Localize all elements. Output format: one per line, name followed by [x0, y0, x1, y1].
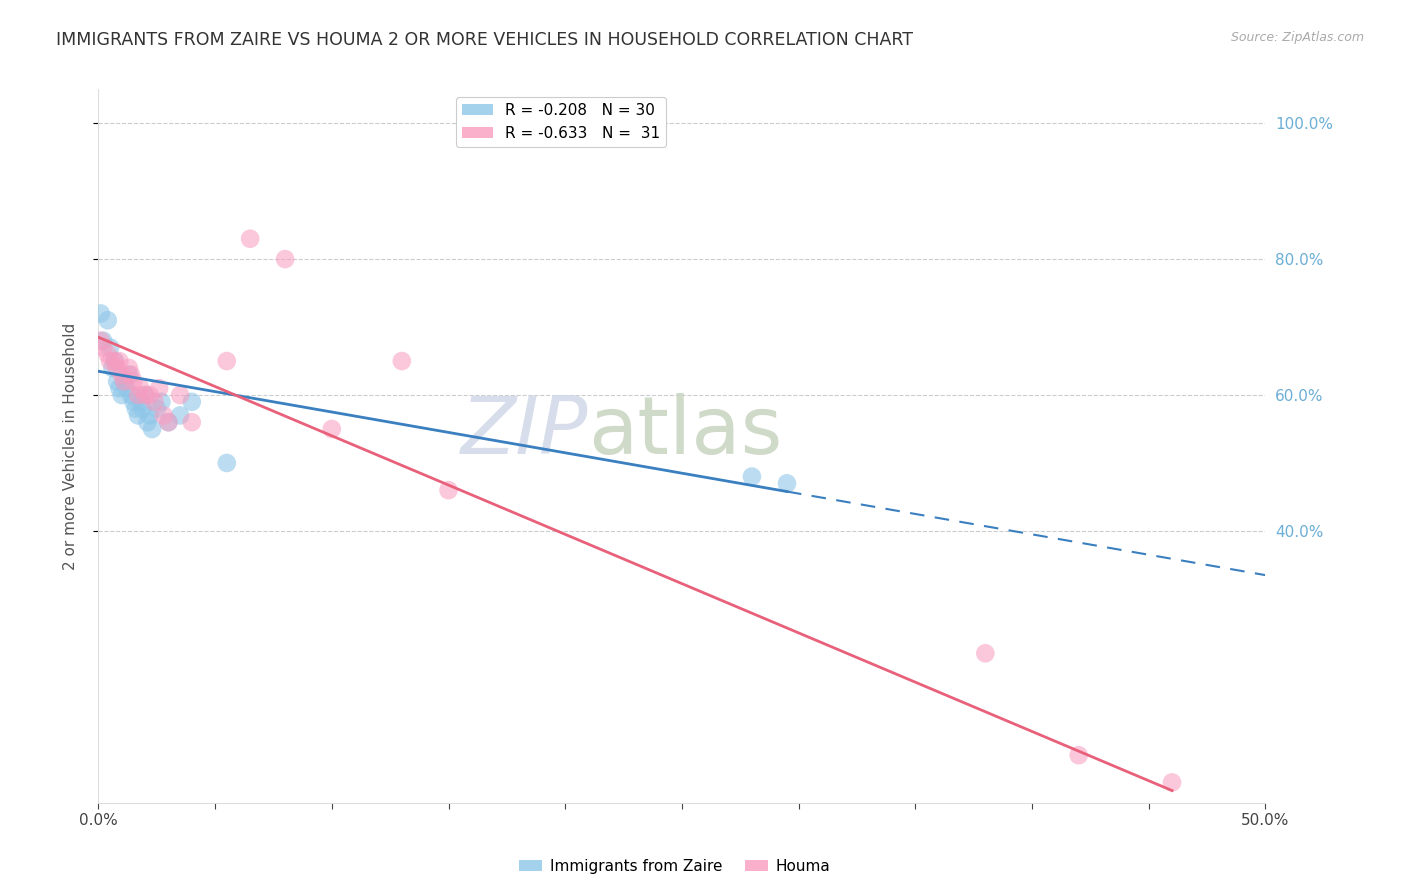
- Point: [98, 354, 121, 368]
- Point: [139, 388, 162, 402]
- Point: [98, 341, 121, 355]
- Point: [104, 354, 127, 368]
- Point: [118, 368, 141, 382]
- Point: [97, 313, 120, 327]
- Point: [169, 388, 191, 402]
- Point: [108, 354, 131, 368]
- Point: [111, 388, 134, 402]
- Point: [120, 388, 142, 402]
- Text: ZIP: ZIP: [461, 392, 589, 471]
- Point: [152, 409, 174, 423]
- Point: [104, 354, 127, 368]
- Point: [239, 232, 262, 246]
- Legend: Immigrants from Zaire, Houma: Immigrants from Zaire, Houma: [513, 853, 837, 880]
- Point: [112, 375, 135, 389]
- Point: [215, 354, 238, 368]
- Point: [169, 409, 191, 423]
- Y-axis label: 2 or more Vehicles in Household: 2 or more Vehicles in Household: [63, 322, 77, 570]
- Point: [180, 394, 202, 409]
- Point: [97, 347, 120, 361]
- Point: [112, 375, 135, 389]
- Point: [776, 476, 799, 491]
- Point: [141, 422, 163, 436]
- Point: [111, 368, 134, 382]
- Point: [143, 394, 166, 409]
- Text: IMMIGRANTS FROM ZAIRE VS HOUMA 2 OR MORE VEHICLES IN HOUSEHOLD CORRELATION CHART: IMMIGRANTS FROM ZAIRE VS HOUMA 2 OR MORE…: [56, 31, 914, 49]
- Point: [125, 401, 148, 416]
- Point: [91, 334, 114, 348]
- Point: [90, 334, 112, 348]
- Point: [90, 306, 112, 320]
- Point: [1067, 748, 1090, 763]
- Point: [134, 388, 156, 402]
- Text: atlas: atlas: [589, 392, 783, 471]
- Point: [274, 252, 297, 266]
- Point: [437, 483, 460, 498]
- Point: [148, 381, 170, 395]
- Point: [129, 381, 152, 395]
- Point: [150, 394, 173, 409]
- Point: [127, 409, 149, 423]
- Point: [120, 368, 142, 382]
- Point: [101, 360, 124, 375]
- Point: [122, 375, 145, 389]
- Point: [115, 381, 138, 395]
- Point: [146, 401, 169, 416]
- Point: [180, 415, 202, 429]
- Point: [122, 394, 145, 409]
- Point: [132, 401, 155, 416]
- Point: [321, 422, 343, 436]
- Point: [91, 341, 114, 355]
- Point: [974, 646, 997, 660]
- Point: [157, 415, 180, 429]
- Legend: R = -0.208   N = 30, R = -0.633   N =  31: R = -0.208 N = 30, R = -0.633 N = 31: [456, 97, 666, 146]
- Point: [105, 375, 128, 389]
- Point: [215, 456, 238, 470]
- Point: [741, 469, 763, 483]
- Point: [108, 381, 131, 395]
- Point: [129, 394, 152, 409]
- Point: [127, 388, 149, 402]
- Point: [134, 388, 156, 402]
- Text: Source: ZipAtlas.com: Source: ZipAtlas.com: [1230, 31, 1364, 45]
- Point: [391, 354, 413, 368]
- Point: [139, 409, 162, 423]
- Point: [136, 415, 159, 429]
- Point: [157, 415, 180, 429]
- Point: [118, 360, 141, 375]
- Point: [105, 360, 128, 375]
- Point: [1161, 775, 1184, 789]
